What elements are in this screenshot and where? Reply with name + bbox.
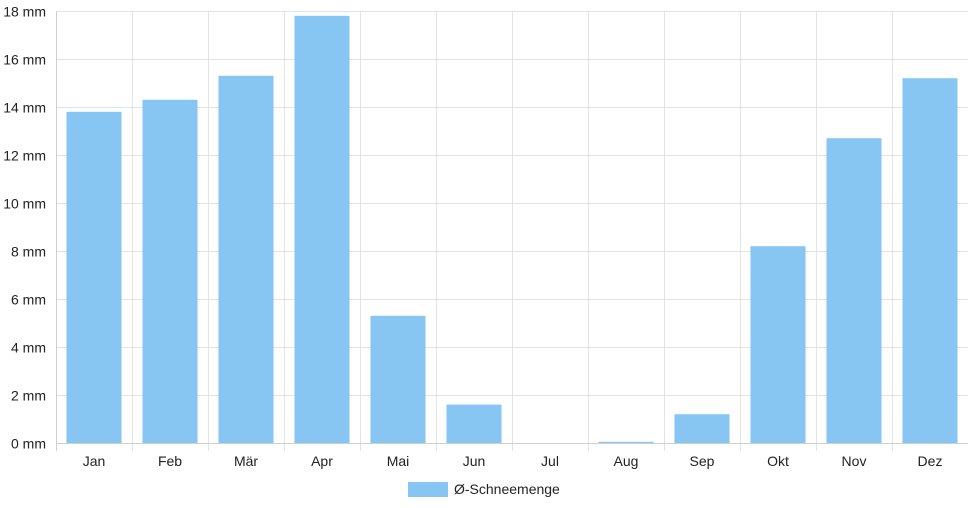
- y-axis-tick-labels: 0 mm 2 mm 4 mm 6 mm 8 mm 10 mm 12 mm 14 mm 16 mm…: [3, 4, 46, 452]
- y-tick-label: 10 mm: [3, 196, 46, 212]
- y-tick-label: 12 mm: [3, 148, 46, 164]
- grid-lines: [56, 11, 968, 451]
- legend-label[interactable]: Ø-Schneemenge: [454, 481, 560, 497]
- y-tick-label: 18 mm: [3, 4, 46, 20]
- x-tick-label: Jul: [541, 453, 559, 469]
- y-tick-label: 0 mm: [11, 436, 46, 452]
- bar-jun[interactable]: [446, 404, 502, 443]
- x-tick-label: Sep: [690, 453, 715, 469]
- x-tick-label: Nov: [842, 453, 867, 469]
- bar-okt[interactable]: [750, 246, 806, 443]
- y-tick-label: 2 mm: [11, 388, 46, 404]
- y-tick-label: 4 mm: [11, 340, 46, 356]
- x-tick-label: Dez: [918, 453, 943, 469]
- x-tick-label: Jan: [83, 453, 106, 469]
- x-tick-label: Jun: [463, 453, 486, 469]
- y-tick-label: 6 mm: [11, 292, 46, 308]
- bar-mär[interactable]: [218, 75, 274, 444]
- legend[interactable]: Ø-Schneemenge: [408, 481, 560, 497]
- y-tick-label: 16 mm: [3, 52, 46, 68]
- bar-series: [66, 15, 958, 444]
- bar-feb[interactable]: [142, 99, 198, 444]
- x-tick-label: Aug: [614, 453, 639, 469]
- axes: [56, 11, 968, 451]
- x-tick-label: Feb: [158, 453, 182, 469]
- bar-mai[interactable]: [370, 315, 426, 443]
- bar-jan[interactable]: [66, 111, 122, 444]
- bar-apr[interactable]: [294, 15, 350, 444]
- bar-sep[interactable]: [674, 414, 730, 443]
- bar-aug[interactable]: [598, 441, 654, 443]
- x-tick-label: Mär: [234, 453, 258, 469]
- x-tick-label: Okt: [767, 453, 789, 469]
- bar-nov[interactable]: [826, 138, 882, 443]
- x-tick-label: Mai: [387, 453, 410, 469]
- legend-swatch[interactable]: [408, 482, 448, 497]
- y-tick-label: 8 mm: [11, 244, 46, 260]
- x-tick-label: Apr: [311, 453, 333, 469]
- x-axis-tick-labels: Jan Feb Mär Apr Mai Jun Jul Aug Sep Okt Nov Dez: [83, 453, 943, 469]
- bar-dez[interactable]: [902, 78, 958, 443]
- y-tick-label: 14 mm: [3, 100, 46, 116]
